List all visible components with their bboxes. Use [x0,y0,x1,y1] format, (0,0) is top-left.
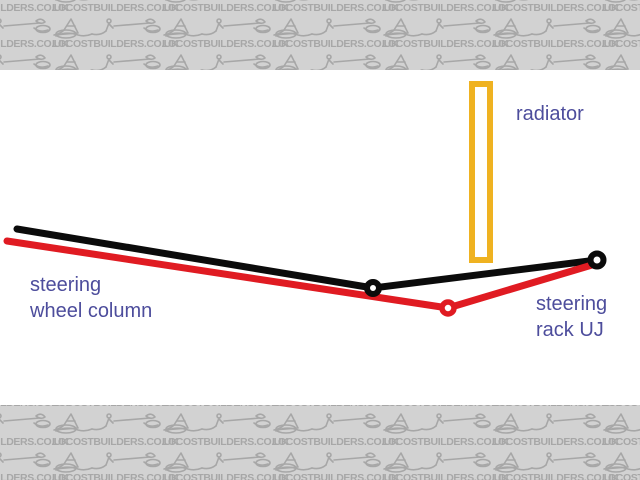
radiator-outline [469,81,493,263]
watermark-band-bottom: LOCOSTBUILDERS.CO.UKLOCOSTBUILDERS.CO.UK… [0,405,640,480]
watermark-text: LOCOSTBUILDERS.CO.UK [602,38,640,50]
watermark-text: LOCOSTBUILDERS.CO.UK [492,38,619,50]
watermark-band-top: LOCOSTBUILDERS.CO.UKLOCOSTBUILDERS.CO.UK… [0,0,640,70]
watermark-row [0,411,640,435]
watermark-text: LOCOSTBUILDERS.CO.UK [272,472,399,480]
locost-car-sketch-icon [0,450,52,474]
label-steering-wheel-column: steering wheel column [30,274,153,322]
locost-car-sketch-icon [162,450,272,474]
watermark-text: LOCOSTBUILDERS.CO.UK [602,472,640,480]
watermark-text: LOCOSTBUILDERS.CO.UK [0,405,69,409]
watermark-row: LOCOSTBUILDERS.CO.UKLOCOSTBUILDERS.CO.UK… [0,472,640,480]
watermark-text: LOCOSTBUILDERS.CO.UK [0,2,69,14]
watermark-row: LOCOSTBUILDERS.CO.UKLOCOSTBUILDERS.CO.UK… [0,2,640,14]
locost-car-sketch-icon [602,450,640,474]
locost-car-sketch-icon [162,411,272,435]
watermark-text: LOCOSTBUILDERS.CO.UK [272,38,399,50]
locost-car-sketch-icon [602,411,640,435]
watermark-text: LOCOSTBUILDERS.CO.UK [162,436,289,448]
watermark-row: LOCOSTBUILDERS.CO.UKLOCOSTBUILDERS.CO.UK… [0,38,640,50]
locost-car-sketch-icon [272,450,382,474]
watermark-text: LOCOSTBUILDERS.CO.UK [602,436,640,448]
label-radiator: radiator [516,103,584,125]
watermark-text: LOCOSTBUILDERS.CO.UK [492,436,619,448]
locost-car-sketch-icon [492,411,602,435]
watermark-row: LOCOSTBUILDERS.CO.UKLOCOSTBUILDERS.CO.UK… [0,436,640,448]
locost-car-sketch-icon [272,411,382,435]
watermark-row: LOCOSTBUILDERS.CO.UKLOCOSTBUILDERS.CO.UK… [0,405,640,409]
watermark-text: LOCOSTBUILDERS.CO.UK [162,2,289,14]
watermark-text: LOCOSTBUILDERS.CO.UK [52,436,179,448]
watermark-text: LOCOSTBUILDERS.CO.UK [382,472,509,480]
watermark-text: LOCOSTBUILDERS.CO.UK [0,38,69,50]
watermark-text: LOCOSTBUILDERS.CO.UK [382,2,509,14]
locost-car-sketch-icon [52,411,162,435]
watermark-text: LOCOSTBUILDERS.CO.UK [0,436,69,448]
watermark-text: LOCOSTBUILDERS.CO.UK [52,2,179,14]
watermark-text: LOCOSTBUILDERS.CO.UK [162,38,289,50]
locost-car-sketch-icon [382,450,492,474]
uj-joint-red-icon [439,299,457,317]
watermark-text: LOCOSTBUILDERS.CO.UK [492,472,619,480]
uj-joint-black-middle-icon [364,279,382,297]
watermark-text: LOCOSTBUILDERS.CO.UK [602,405,640,409]
watermark-text: LOCOSTBUILDERS.CO.UK [382,436,509,448]
watermark-text: LOCOSTBUILDERS.CO.UK [602,2,640,14]
watermark-text: LOCOSTBUILDERS.CO.UK [52,38,179,50]
watermark-row [0,450,640,474]
watermark-text: LOCOSTBUILDERS.CO.UK [272,436,399,448]
watermark-text: LOCOSTBUILDERS.CO.UK [0,472,69,480]
watermark-text: LOCOSTBUILDERS.CO.UK [162,472,289,480]
label-steering-rack-uj: steering rack UJ [536,293,608,341]
locost-car-sketch-icon [52,450,162,474]
watermark-text: LOCOSTBUILDERS.CO.UK [382,38,509,50]
watermark-text: LOCOSTBUILDERS.CO.UK [52,405,179,409]
watermark-text: LOCOSTBUILDERS.CO.UK [492,2,619,14]
watermark-text: LOCOSTBUILDERS.CO.UK [382,405,509,409]
watermark-text: LOCOSTBUILDERS.CO.UK [272,2,399,14]
locost-car-sketch-icon [492,450,602,474]
watermark-text: LOCOSTBUILDERS.CO.UK [492,405,619,409]
watermark-text: LOCOSTBUILDERS.CO.UK [272,405,399,409]
locost-car-sketch-icon [0,411,52,435]
watermark-text: LOCOSTBUILDERS.CO.UK [52,472,179,480]
watermark-text: LOCOSTBUILDERS.CO.UK [162,405,289,409]
locost-car-sketch-icon [382,411,492,435]
uj-joint-black-rack-end-icon [587,250,607,270]
